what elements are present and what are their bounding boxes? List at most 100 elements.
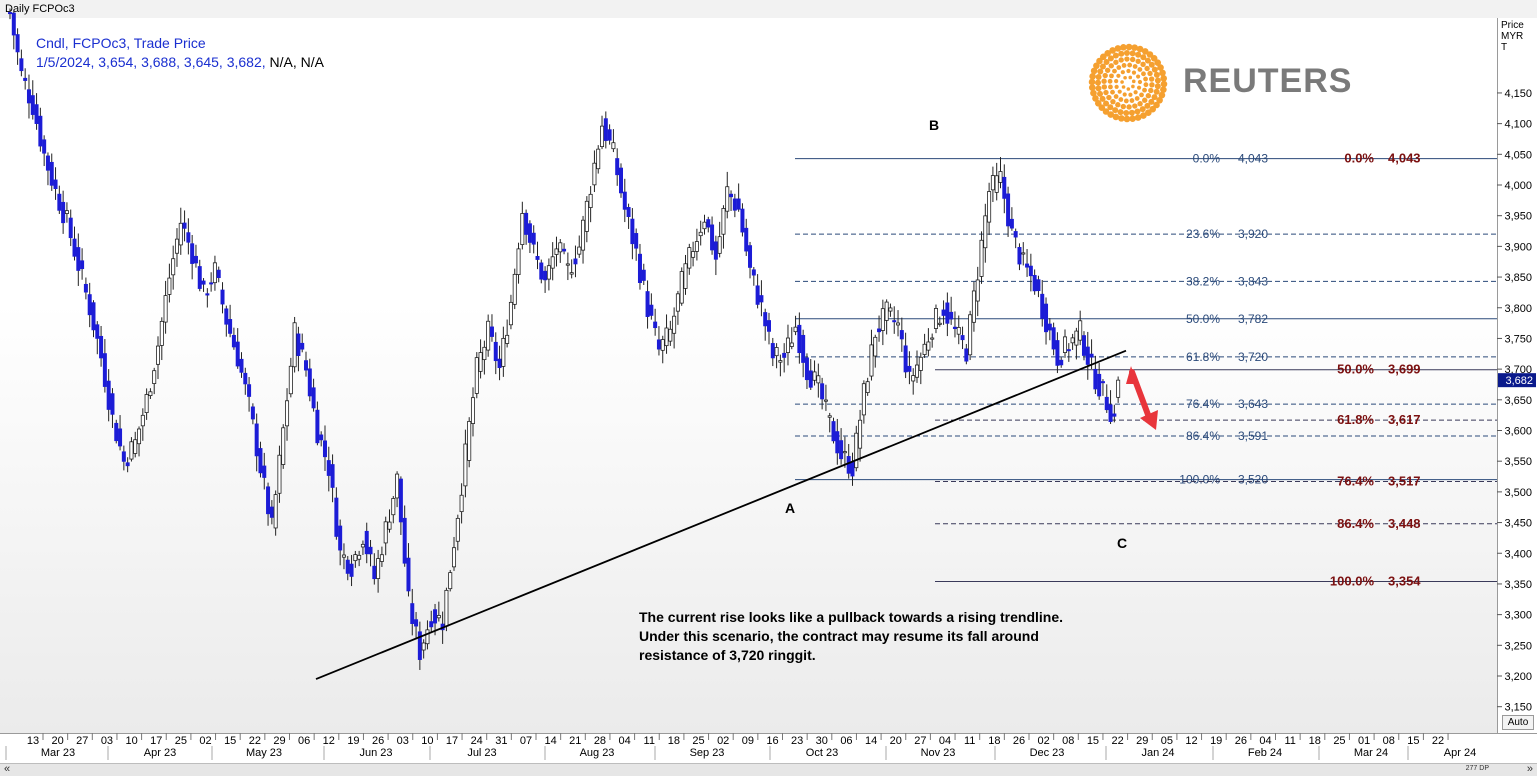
chart-annotation: The current rise looks like a pullback t… [639,608,1063,665]
candle-body [649,304,654,316]
candle-body [334,497,339,537]
fib-projection-value: 3,517 [1388,473,1421,488]
candle-body [600,125,605,148]
candle-body [759,295,764,303]
date-tick-label: 13 [27,735,39,747]
logo-dot [1099,95,1106,102]
date-tick-label: 14 [865,735,877,747]
fib-retracement-pct: 38.2% [1186,274,1220,288]
candle-body [508,301,513,326]
candle-body [372,565,377,580]
candle-body [808,370,813,388]
candle-body [964,348,969,362]
logo-dot [1096,57,1103,65]
logo-dot [1137,67,1143,72]
candle-body [896,322,901,326]
logo-dot [1154,77,1161,84]
candle-body [683,263,688,289]
price-tick-label: 3,400 [1504,548,1532,560]
scroll-right-button[interactable]: » [1526,763,1533,775]
date-axis[interactable] [0,733,1537,764]
candle-body [713,241,718,260]
price-tick-label: 3,700 [1504,364,1532,376]
month-label: Feb 24 [1248,747,1282,759]
candle-body [341,554,346,558]
candle-body [212,262,217,284]
candle-body [565,263,570,266]
logo-dot [1123,98,1129,104]
candle-body [64,210,69,214]
plot-area[interactable] [0,18,1497,733]
fib-projection-pct: 0.0% [1344,151,1374,166]
candle-body [49,161,54,186]
date-tick-label: 18 [988,735,1000,747]
logo-dot [1153,71,1160,78]
candle-body [778,360,783,363]
candle-body [391,498,396,516]
candle-body [137,428,142,445]
candle-body [930,337,935,340]
candle-body [1009,218,1014,229]
fib-projection-value: 3,448 [1388,516,1421,531]
price-tick-label: 4,150 [1504,88,1532,100]
logo-dot [1149,105,1157,113]
candle-body [607,129,612,141]
date-tick-label: 02 [1038,735,1050,747]
fib-retracement-pct: 50.0% [1186,312,1220,326]
logo-dot [1113,94,1119,99]
window-title: Daily FCPOc3 [5,3,75,15]
candle-body [45,155,50,171]
candle-body [861,383,866,416]
candle-body [751,269,756,276]
candle-body [767,320,772,332]
candle-body [505,334,510,344]
candle-body [789,342,794,347]
candle-body [748,245,753,268]
candle-body [543,270,548,281]
date-tick-label: 12 [1185,735,1197,747]
candle-body [899,330,904,340]
annotation-line: resistance of 3,720 ringgit. [639,647,816,663]
candle-body [744,227,749,252]
logo-dot [1102,72,1108,79]
candle-body [596,148,601,170]
logo-dot [1151,66,1158,73]
logo-dot [1146,51,1154,58]
date-tick-label: 27 [76,735,88,747]
candle-body [182,222,187,229]
candle-body [550,256,555,269]
fib-projection-value: 3,699 [1388,362,1421,377]
candle-body [880,308,885,331]
date-tick-label: 11 [1284,735,1295,747]
candle-body [702,221,707,230]
candle-body [395,473,400,499]
date-tick-label: 18 [668,735,680,747]
scroll-bar[interactable]: « 277 DP » [0,763,1537,776]
price-tick-label: 3,500 [1504,487,1532,499]
scroll-left-button[interactable]: « [4,763,11,775]
date-tick-label: 29 [1136,735,1148,747]
candle-body [254,423,259,457]
logo-dot [1141,48,1149,55]
logo-dot [1125,43,1133,51]
candle-body [592,162,597,186]
candle-body [307,368,312,397]
candle-body [850,461,855,477]
candle-body [725,186,730,212]
logo-dot [1128,75,1133,80]
candle-body [144,394,149,413]
candle-body [338,525,343,551]
candle-body [1013,231,1018,238]
candle-body [1081,335,1086,356]
axis-unit-line: T [1501,42,1508,53]
candle-body [102,353,107,387]
logo-dot [1118,97,1124,102]
auto-scale-button[interactable]: Auto [1502,715,1534,730]
axis-unit-line: Price [1501,20,1524,31]
logo-dot [1117,109,1124,116]
date-tick-label: 08 [1062,735,1074,747]
logo-dot [1150,54,1158,62]
month-label: Jun 23 [359,747,392,759]
candle-body [228,319,233,334]
date-tick-label: 04 [939,735,951,747]
